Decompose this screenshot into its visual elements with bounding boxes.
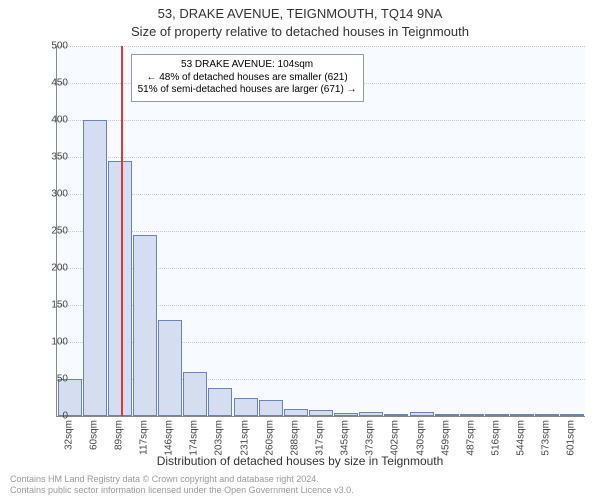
y-tick-label: 450 — [38, 78, 68, 89]
histogram-bar — [108, 161, 132, 416]
x-tick-label: 573sqm — [541, 420, 552, 456]
x-tick-label: 373sqm — [365, 420, 376, 456]
y-tick-label: 500 — [38, 41, 68, 52]
x-tick-label: 288sqm — [289, 420, 300, 456]
histogram-bar — [410, 412, 434, 416]
x-tick-label: 203sqm — [214, 420, 225, 456]
histogram-bar — [133, 235, 157, 416]
histogram-bar — [158, 320, 182, 416]
x-tick-label: 516sqm — [491, 420, 502, 456]
x-tick-label: 32sqm — [63, 420, 74, 450]
footer-line-1: Contains HM Land Registry data © Crown c… — [10, 474, 590, 485]
chart-title-line2: Size of property relative to detached ho… — [0, 24, 600, 39]
gridline — [57, 46, 585, 47]
histogram-bar — [485, 414, 509, 416]
x-tick-label: 402sqm — [390, 420, 401, 456]
x-tick-label: 544sqm — [516, 420, 527, 456]
x-tick-label: 174sqm — [189, 420, 200, 456]
gridline — [57, 194, 585, 195]
x-tick-label: 146sqm — [164, 420, 175, 456]
histogram-bar — [384, 414, 408, 416]
histogram-bar — [234, 398, 258, 417]
annotation-box: 53 DRAKE AVENUE: 104sqm← 48% of detached… — [131, 54, 364, 102]
footer-attribution: Contains HM Land Registry data © Crown c… — [10, 474, 590, 496]
histogram-bar — [83, 120, 107, 416]
x-tick-label: 459sqm — [440, 420, 451, 456]
x-tick-label: 487sqm — [465, 420, 476, 456]
histogram-bar — [284, 409, 308, 416]
x-tick-label: 430sqm — [415, 420, 426, 456]
reference-line — [121, 46, 123, 416]
x-tick-label: 89sqm — [113, 420, 124, 450]
x-tick-label: 345sqm — [340, 420, 351, 456]
y-tick-label: 200 — [38, 263, 68, 274]
y-tick-label: 100 — [38, 337, 68, 348]
histogram-bar — [560, 414, 584, 416]
x-tick-label: 601sqm — [566, 420, 577, 456]
gridline — [57, 231, 585, 232]
chart-title-line1: 53, DRAKE AVENUE, TEIGNMOUTH, TQ14 9NA — [0, 6, 600, 21]
gridline — [57, 157, 585, 158]
histogram-bar — [535, 414, 559, 416]
x-axis-label: Distribution of detached houses by size … — [0, 454, 600, 468]
x-tick-label: 117sqm — [139, 420, 150, 455]
annotation-line: 51% of semi-detached houses are larger (… — [138, 84, 357, 97]
histogram-bar — [259, 400, 283, 416]
histogram-bar — [208, 388, 232, 416]
y-tick-label: 50 — [38, 374, 68, 385]
figure: 53, DRAKE AVENUE, TEIGNMOUTH, TQ14 9NA S… — [0, 0, 600, 500]
x-tick-label: 60sqm — [88, 420, 99, 450]
histogram-bar — [359, 412, 383, 416]
histogram-bar — [309, 410, 333, 416]
histogram-bar — [183, 372, 207, 416]
histogram-bar — [435, 414, 459, 416]
y-tick-label: 250 — [38, 226, 68, 237]
histogram-bar — [510, 414, 534, 416]
y-tick-label: 350 — [38, 152, 68, 163]
plot-area: 53 DRAKE AVENUE: 104sqm← 48% of detached… — [56, 46, 585, 417]
annotation-line: ← 48% of detached houses are smaller (62… — [138, 72, 357, 85]
annotation-line: 53 DRAKE AVENUE: 104sqm — [138, 59, 357, 72]
y-tick-label: 150 — [38, 300, 68, 311]
y-tick-label: 400 — [38, 115, 68, 126]
x-tick-label: 231sqm — [239, 420, 250, 456]
x-tick-label: 317sqm — [315, 420, 326, 456]
histogram-bar — [460, 414, 484, 416]
y-tick-label: 300 — [38, 189, 68, 200]
footer-line-2: Contains public sector information licen… — [10, 485, 590, 496]
histogram-bar — [334, 413, 358, 416]
gridline — [57, 120, 585, 121]
x-tick-label: 260sqm — [264, 420, 275, 456]
